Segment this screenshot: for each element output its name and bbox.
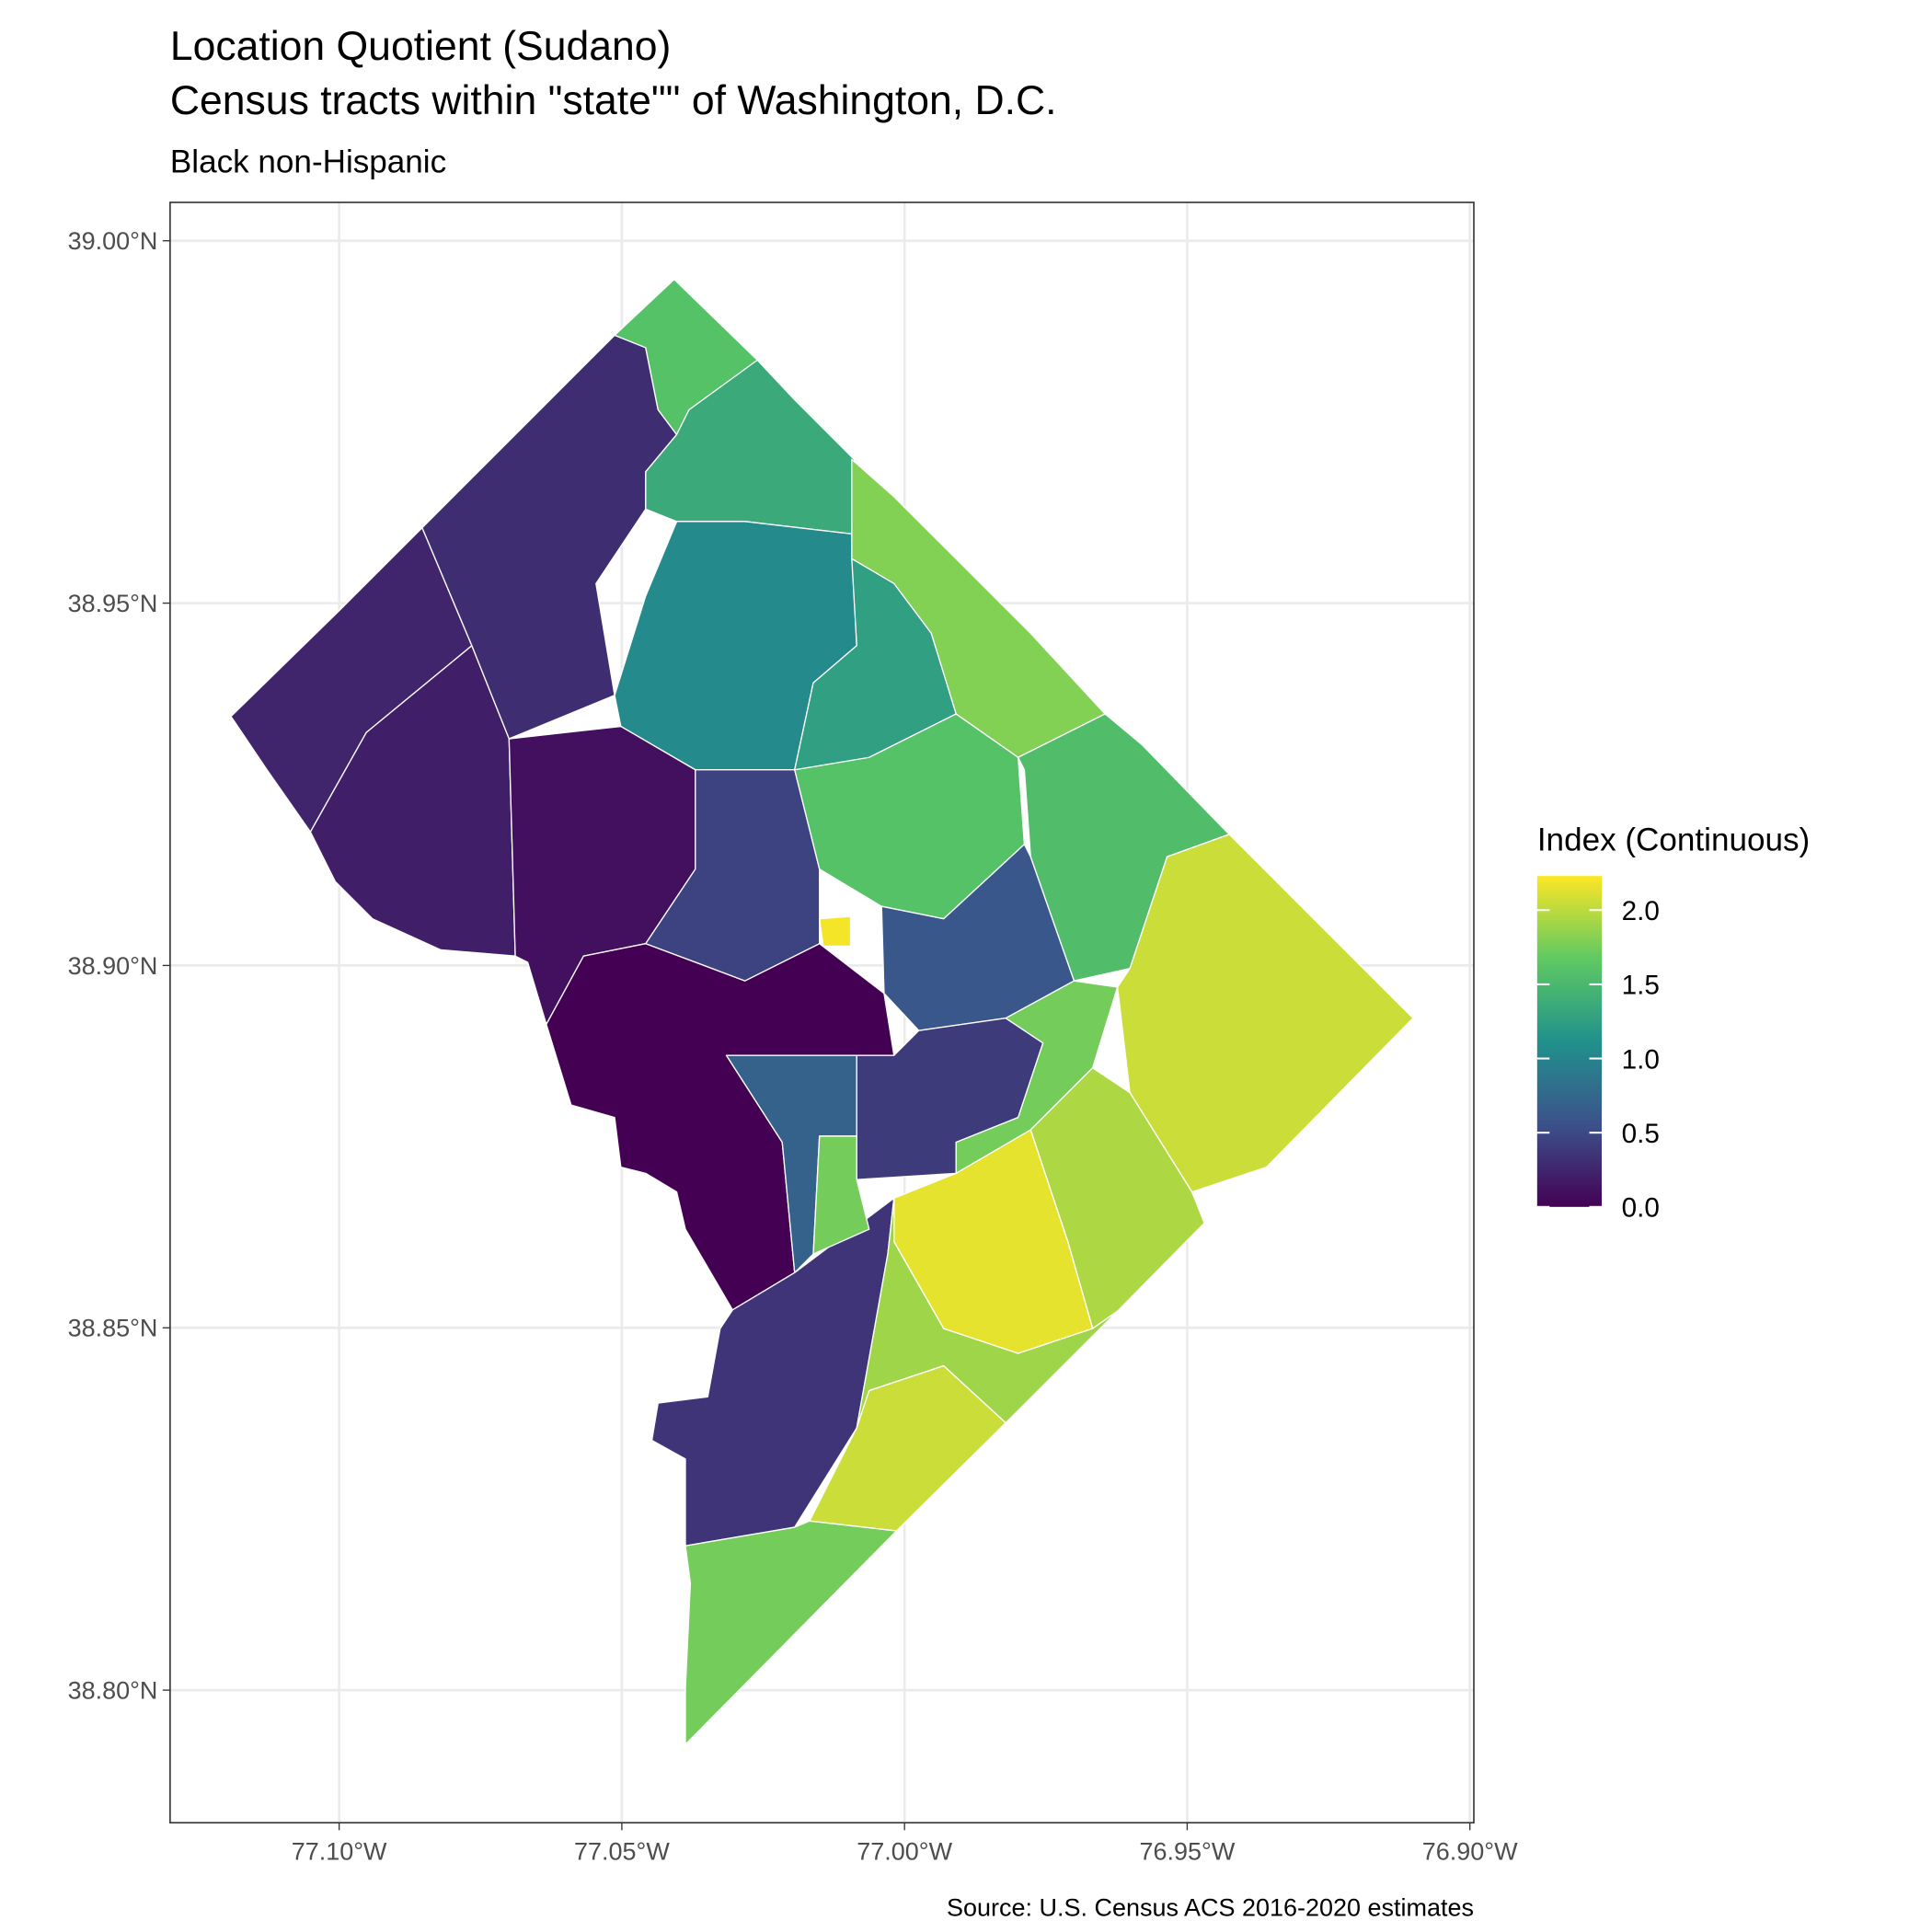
x-tick-label: 77.00°W [857,1838,952,1866]
tract-region [684,1520,898,1745]
y-tick-label: 38.95°N [68,590,158,617]
chart-title: Census tracts within "state"" of Washing… [170,78,1057,123]
y-tick-label: 38.85°N [68,1315,158,1342]
tract-region [812,1135,870,1255]
legend-label: 1.5 [1622,971,1660,1001]
caption: Source: U.S. Census ACS 2016-2020 estima… [947,1893,1474,1921]
panel-border [169,201,1475,1824]
y-tick-label: 39.00°N [68,227,158,255]
legend-label: 0.5 [1622,1119,1660,1149]
x-tick-label: 76.90°W [1422,1838,1518,1866]
colorbar [1536,876,1603,1207]
x-tick-label: 76.95°W [1140,1838,1236,1866]
y-tick-label: 38.80°N [68,1677,158,1705]
y-tick-label: 38.90°N [68,952,158,980]
legend-label: 1.0 [1622,1044,1660,1075]
legend-label: 2.0 [1622,896,1660,926]
map [230,278,1414,1745]
legend-title: Index (Continuous) [1537,822,1810,857]
x-tick-label: 77.10°W [292,1838,387,1866]
chart-subtitle: Black non-Hispanic [170,144,446,180]
x-tick-label: 77.05°W [574,1838,670,1866]
legend-label: 0.0 [1622,1193,1660,1224]
chart-title: Location Quotient (Sudano) [170,24,671,69]
tract-region [819,915,852,948]
